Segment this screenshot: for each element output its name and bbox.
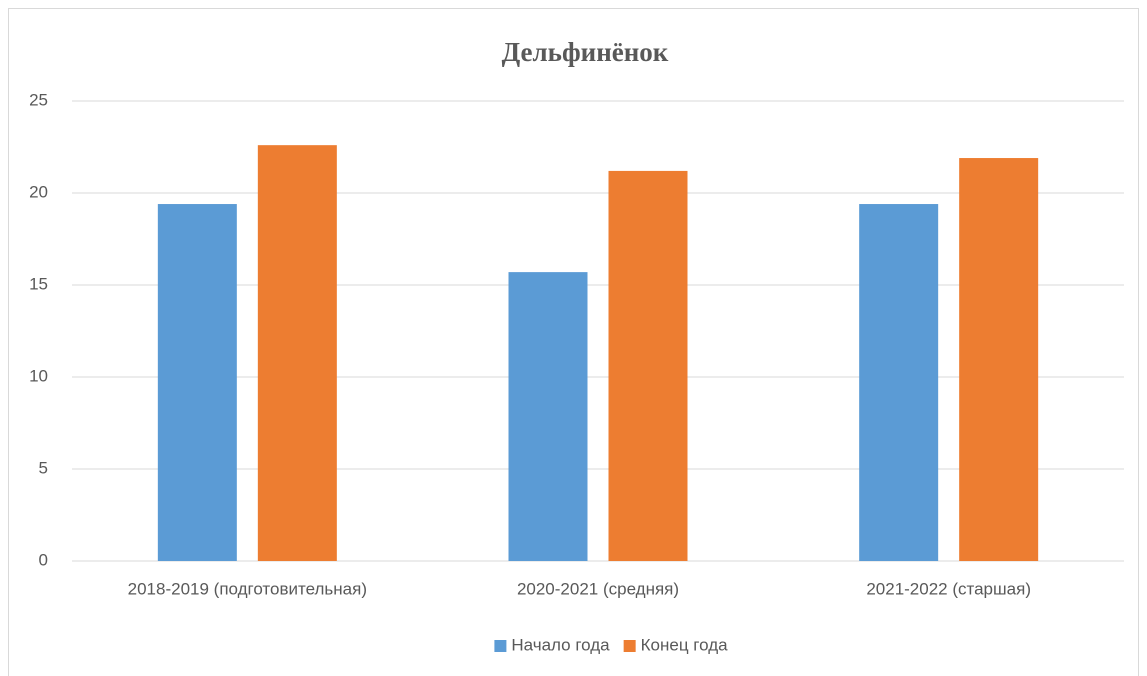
x-tick-label: 2021-2022 (старшая) [866, 579, 1031, 598]
bar [859, 204, 939, 562]
y-tick-label: 5 [39, 458, 48, 477]
legend-label: Конец года [641, 635, 728, 654]
y-tick-label: 15 [29, 274, 48, 293]
legend-label: Начало года [511, 635, 610, 654]
y-tick-label: 10 [29, 366, 48, 385]
y-tick-label: 25 [29, 90, 48, 109]
legend-swatch [623, 640, 636, 652]
bar [157, 204, 237, 562]
chart-border [8, 8, 1139, 676]
bar [959, 158, 1039, 562]
bar [508, 272, 588, 561]
chart-title: Дельфинёнок [502, 37, 669, 67]
x-tick-label: 2020-2021 (средняя) [517, 579, 679, 598]
legend-swatch [494, 640, 507, 652]
x-tick-label: 2018-2019 (подготовительная) [128, 579, 367, 598]
y-tick-label: 0 [39, 550, 48, 569]
bar [257, 145, 337, 561]
bar [608, 170, 688, 562]
y-tick-label: 20 [29, 182, 48, 201]
